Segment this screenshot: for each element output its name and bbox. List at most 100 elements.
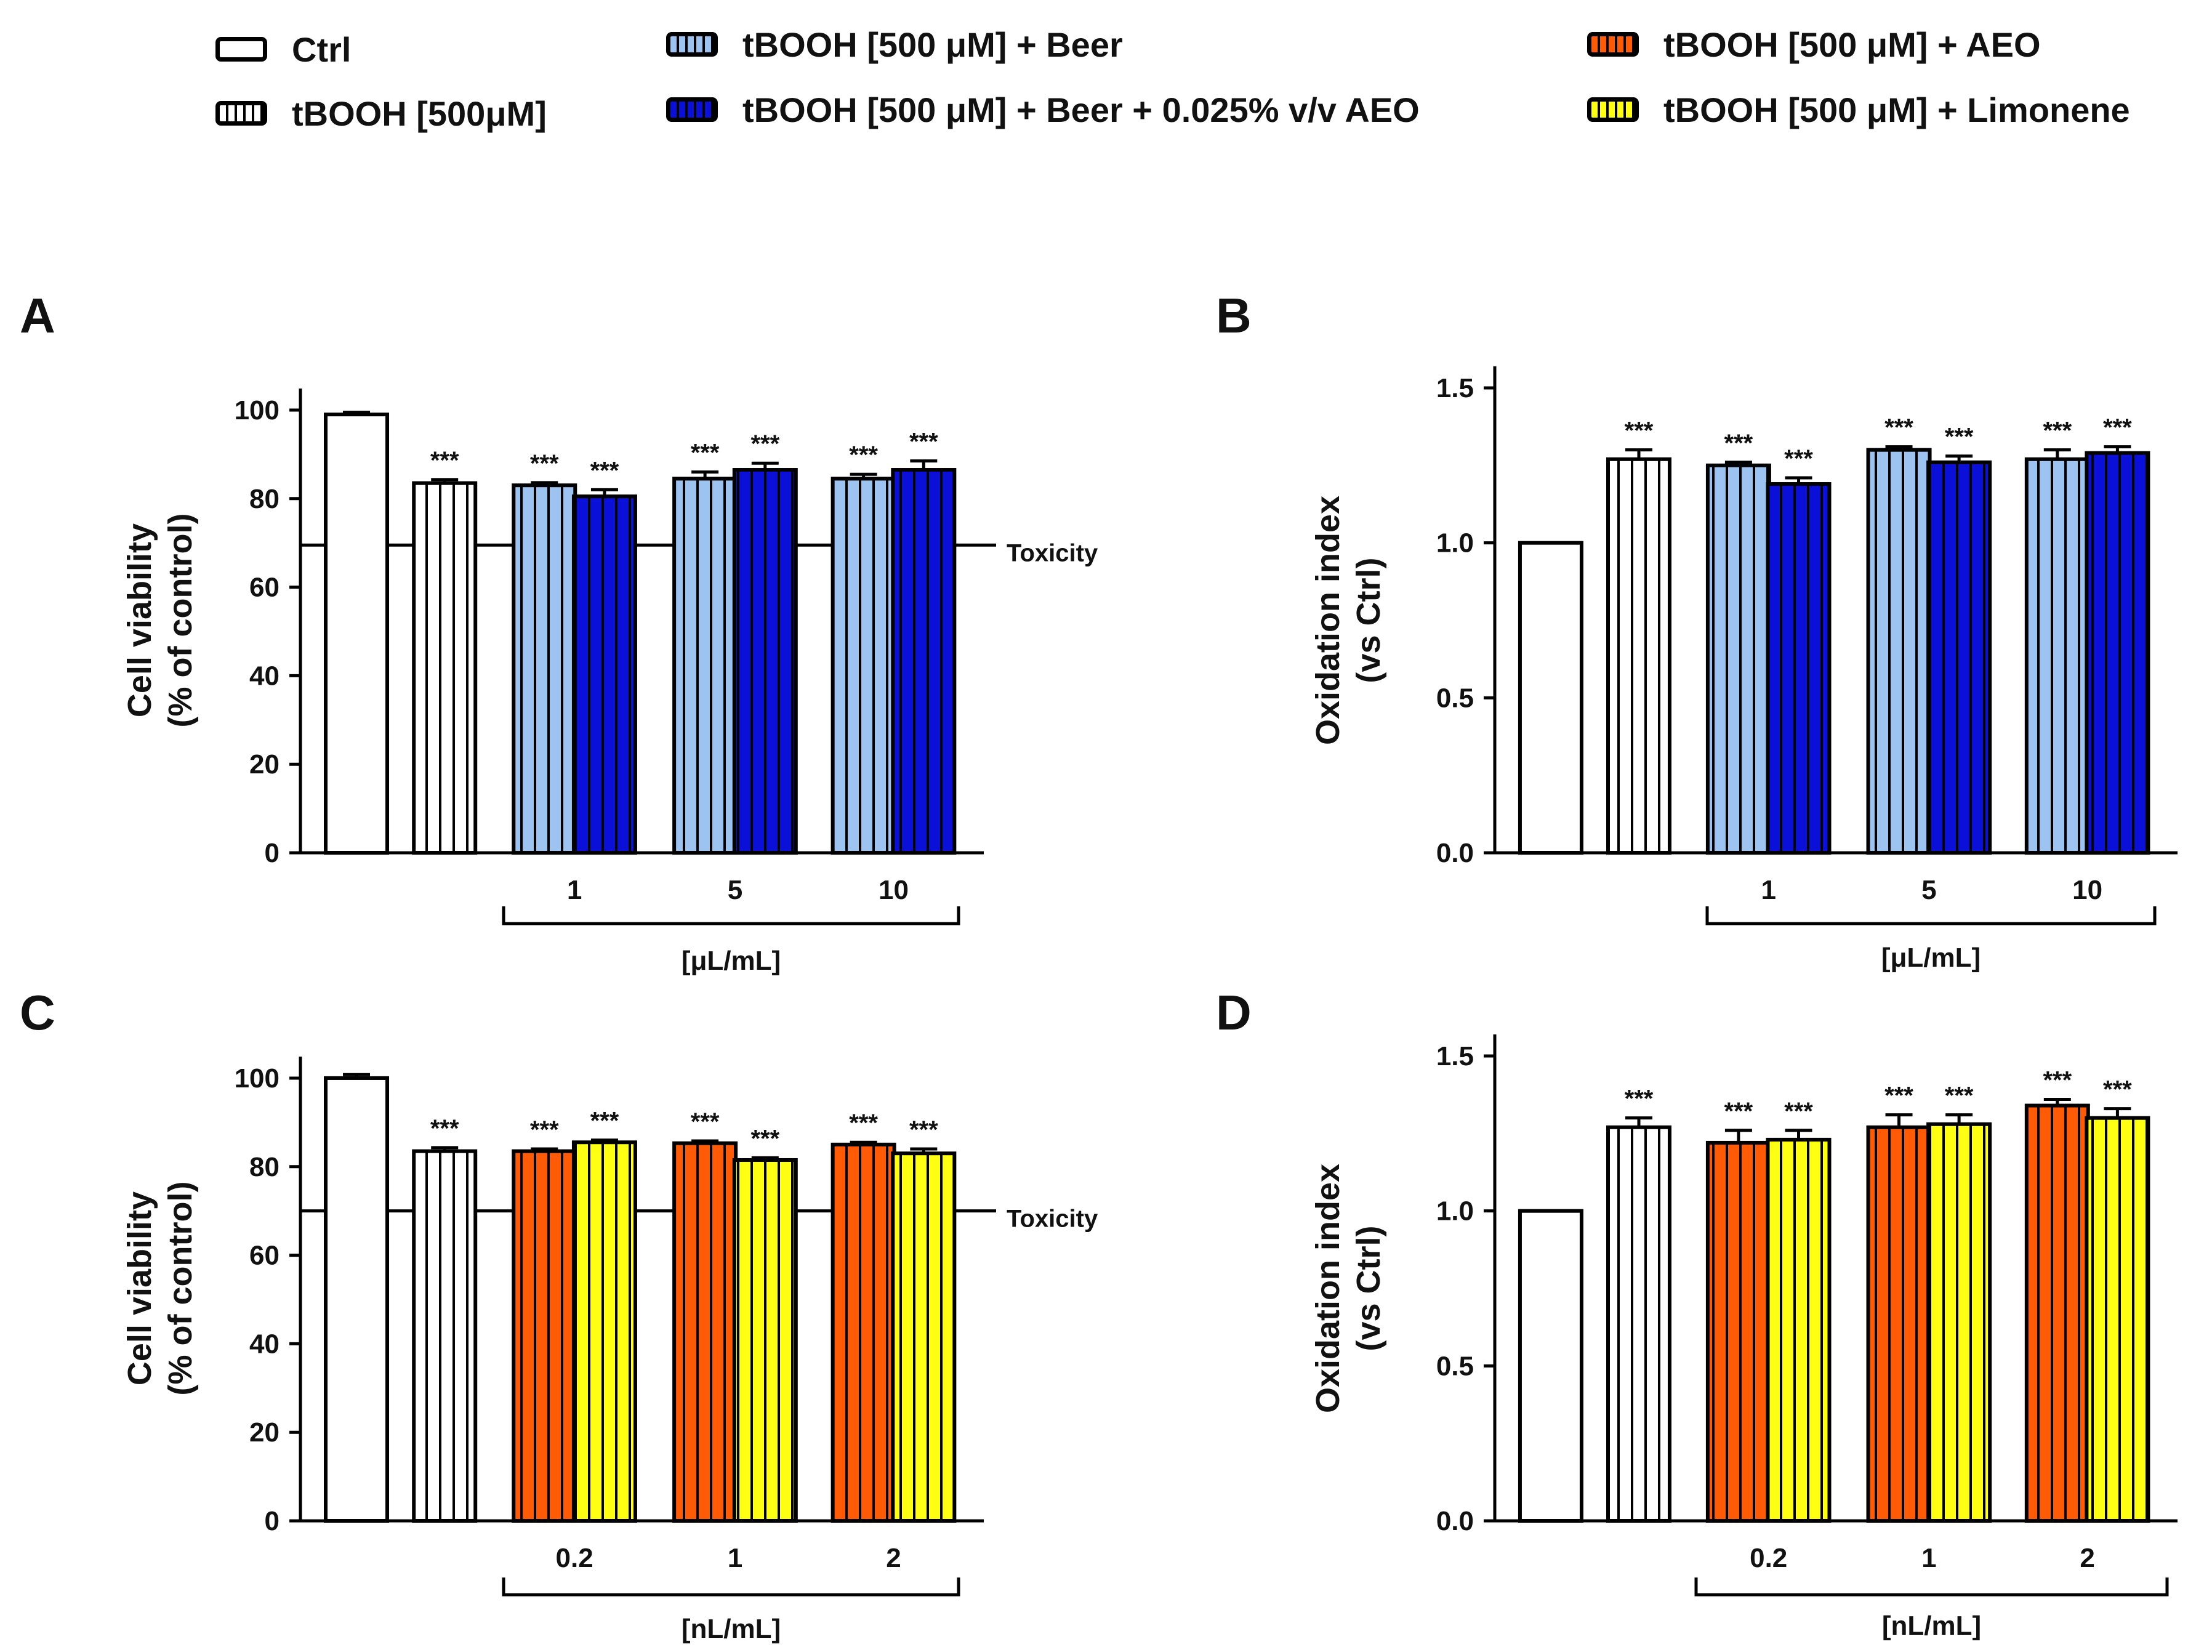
panel-d: D Oxidation index (vs Ctrl) 0.0 0.5 1.0 1.5 ***… xyxy=(1216,985,2178,1641)
panel-letter: B xyxy=(1216,288,1252,343)
group-label: 1 xyxy=(567,875,582,905)
y-tick-label: 80 xyxy=(249,484,280,514)
legend-swatch-tbooh xyxy=(215,101,267,126)
y-tick-label: 60 xyxy=(249,573,280,603)
significance-label: *** xyxy=(909,429,938,456)
significance-label: *** xyxy=(750,1125,779,1152)
bar xyxy=(1519,1211,1582,1521)
bracket-unit-label: [μL/mL] xyxy=(682,946,781,976)
group-bracket xyxy=(502,1577,960,1597)
bar-stripes xyxy=(1768,1139,1830,1521)
significance-label: *** xyxy=(2043,417,2072,445)
legend-label-tbooh: tBOOH [500μM] xyxy=(292,94,547,133)
significance-label: *** xyxy=(1945,1082,1974,1110)
bar-stripes xyxy=(2086,1118,2149,1521)
bar-stripes xyxy=(414,483,476,853)
y-tick-label: 60 xyxy=(249,1241,280,1271)
panel-letter: D xyxy=(1216,985,1252,1040)
bar-stripes xyxy=(893,1153,955,1521)
y-tick-label: 1.5 xyxy=(1436,1041,1474,1071)
legend-label-beer-aeo: tBOOH [500 μM] + Beer + 0.025% v/v AEO xyxy=(742,90,1420,129)
y-axis-label: (vs Ctrl) xyxy=(1350,1225,1387,1351)
significance-label: *** xyxy=(1625,417,1654,445)
bar-stripes xyxy=(1768,484,1830,853)
bar-stripes xyxy=(734,1159,796,1521)
group-bracket xyxy=(502,906,960,925)
significance-label: *** xyxy=(530,450,559,477)
bar xyxy=(326,1078,388,1521)
bracket-unit-label: [μL/mL] xyxy=(1881,943,1981,973)
y-tick-label: 0 xyxy=(265,1506,280,1536)
y-tick-label: 0.5 xyxy=(1436,1351,1474,1381)
bracket-unit-label: [nL/mL] xyxy=(1882,1611,1981,1641)
significance-label: *** xyxy=(750,430,779,457)
bar-stripes xyxy=(573,1142,635,1521)
legend-item-beer-aeo: tBOOH [500 μM] + Beer + 0.025% v/v AEO xyxy=(666,85,1420,134)
y-tick-label: 0.0 xyxy=(1436,838,1474,868)
legend-swatch-beer xyxy=(666,32,718,57)
significance-label: *** xyxy=(1884,1082,1913,1110)
y-axis-label: (% of control) xyxy=(162,514,199,728)
bar-stripes xyxy=(1707,465,1769,853)
legend-swatch-aeo xyxy=(1587,32,1639,57)
y-tick-label: 100 xyxy=(235,395,280,425)
y-tick-label: 1.5 xyxy=(1436,373,1474,403)
y-tick-label: 20 xyxy=(249,749,280,780)
panel-letter: C xyxy=(20,985,55,1040)
group-label: 2 xyxy=(886,1543,901,1573)
significance-label: *** xyxy=(1784,445,1813,472)
y-axis-label: Cell viability xyxy=(121,1191,158,1385)
significance-label: *** xyxy=(430,447,459,474)
significance-label: *** xyxy=(1884,414,1913,441)
significance-label: *** xyxy=(1625,1086,1654,1113)
significance-label: *** xyxy=(849,1110,878,1137)
legend-label-limonene: tBOOH [500 μM] + Limonene xyxy=(1663,90,2130,129)
significance-label: *** xyxy=(530,1116,559,1143)
bar-stripes xyxy=(573,496,635,853)
bar-stripes xyxy=(893,470,955,853)
bar-stripes xyxy=(674,1143,736,1521)
legend-swatch-ctrl xyxy=(215,37,267,62)
legend-swatch-limonene xyxy=(1587,97,1639,122)
bar-stripes xyxy=(832,478,895,853)
group-label: 5 xyxy=(1921,875,1936,905)
bar-stripes xyxy=(1607,1127,1670,1521)
y-tick-label: 40 xyxy=(249,1329,280,1359)
significance-label: *** xyxy=(1784,1098,1813,1125)
toxicity-label: Toxicity xyxy=(1007,539,1098,566)
significance-label: *** xyxy=(1945,424,1974,451)
significance-label: *** xyxy=(590,457,619,484)
bar xyxy=(326,414,388,853)
group-label: 5 xyxy=(728,875,742,905)
y-tick-label: 0.0 xyxy=(1436,1506,1474,1536)
legend-swatch-beer-aeo xyxy=(666,97,718,122)
y-tick-label: 0.5 xyxy=(1436,683,1474,713)
group-label: 1 xyxy=(1921,1543,1936,1573)
panel-a: A Cell viability (% of control) 0 20 40 60 80 10… xyxy=(20,288,1098,976)
panel-b: B Oxidation index (vs Ctrl) 0.0 0.5 1.0 1.5 ***… xyxy=(1216,288,2178,973)
significance-label: *** xyxy=(2103,414,2132,441)
y-tick-label: 100 xyxy=(235,1063,280,1094)
y-tick-label: 20 xyxy=(249,1417,280,1448)
y-axis-label: (vs Ctrl) xyxy=(1350,557,1387,683)
significance-label: *** xyxy=(909,1116,938,1143)
bracket-unit-label: [nL/mL] xyxy=(682,1614,781,1644)
y-tick-label: 1.0 xyxy=(1436,528,1474,558)
y-axis-label: (% of control) xyxy=(162,1182,199,1396)
legend-item-aeo: tBOOH [500 μM] + AEO xyxy=(1587,20,2041,69)
bar-stripes xyxy=(2026,1105,2088,1521)
bar-stripes xyxy=(1607,459,1670,853)
bar-stripes xyxy=(1928,1124,1990,1521)
significance-label: *** xyxy=(2103,1076,2132,1103)
bar-stripes xyxy=(1868,449,1930,853)
group-label: 1 xyxy=(1761,875,1776,905)
bar-outline xyxy=(1518,541,1583,855)
group-label: 0.2 xyxy=(1750,1543,1787,1573)
bar-stripes xyxy=(2026,459,2088,853)
legend-item-tbooh: tBOOH [500μM] xyxy=(215,89,547,138)
y-tick-label: 40 xyxy=(249,661,280,691)
legend-label-beer: tBOOH [500 μM] + Beer xyxy=(742,25,1123,64)
significance-label: *** xyxy=(430,1115,459,1142)
group-bracket xyxy=(1694,1577,2169,1597)
